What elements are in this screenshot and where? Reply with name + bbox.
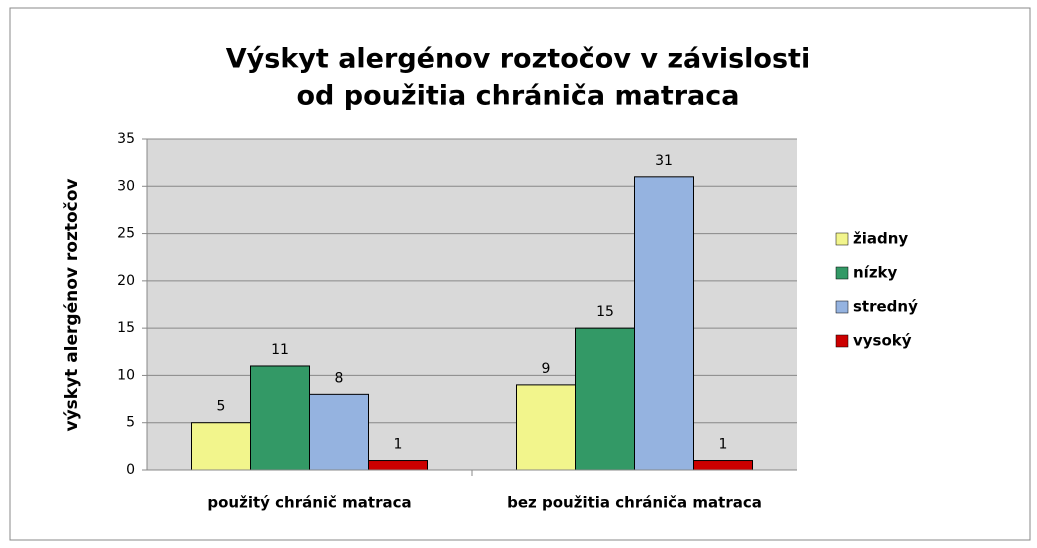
data-label: 8: [335, 370, 344, 386]
legend-swatch: [835, 334, 849, 348]
y-tick-label: 0: [126, 462, 135, 478]
data-label: 5: [217, 399, 226, 415]
chart-title: od použitia chrániča matraca: [296, 81, 739, 112]
legend-swatch: [835, 266, 849, 280]
bar: [191, 422, 251, 471]
bar: [250, 365, 310, 471]
legend-label: stredný: [853, 298, 918, 316]
legend-label: nízky: [853, 264, 898, 282]
legend-swatch: [835, 232, 849, 246]
bar: [634, 176, 694, 471]
data-label: 9: [542, 361, 551, 377]
legend-label: žiadny: [853, 230, 908, 248]
bar: [575, 327, 635, 471]
bar: [309, 393, 369, 471]
data-label: 11: [271, 342, 289, 358]
legend-swatch: [835, 300, 849, 314]
data-label: 1: [719, 437, 728, 453]
plot-area: [147, 139, 797, 470]
y-tick-label: 20: [117, 273, 135, 289]
legend-label: vysoký: [853, 332, 912, 350]
x-tick-label: použitý chránič matraca: [207, 494, 411, 512]
bar: [516, 384, 576, 471]
chart-title: Výskyt alergénov roztočov v závislosti: [226, 44, 810, 75]
data-label: 15: [596, 304, 614, 320]
bar: [693, 460, 753, 471]
bar: [368, 460, 428, 471]
y-tick-label: 25: [117, 226, 135, 242]
y-tick-label: 5: [126, 415, 135, 431]
data-label: 31: [655, 153, 673, 169]
x-tick-label: bez použitia chrániča matraca: [507, 494, 762, 512]
data-label: 1: [394, 437, 403, 453]
y-tick-label: 35: [117, 131, 135, 147]
y-tick-label: 10: [117, 367, 135, 383]
y-tick-label: 15: [117, 320, 135, 336]
y-axis-label: výskyt alergénov roztočov: [62, 178, 82, 431]
y-tick-label: 30: [117, 178, 135, 194]
